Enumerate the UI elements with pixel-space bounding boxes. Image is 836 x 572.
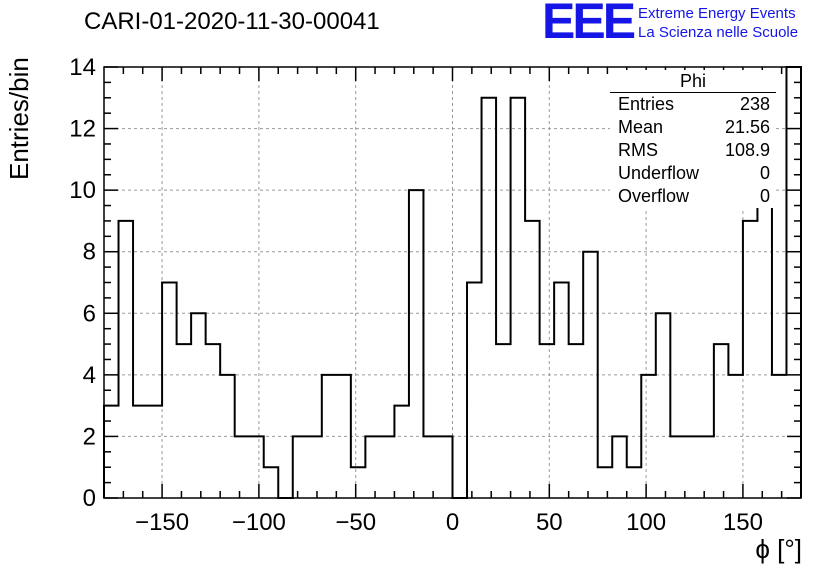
histogram-bin [423,436,438,498]
histogram-bin [191,313,206,498]
stats-value: 108.9 [724,140,770,160]
y-tick-label: 14 [69,54,96,81]
eee-logo: EEE [542,0,636,49]
histogram-bin [365,436,380,498]
histogram-bin [293,436,308,498]
x-tick-label: 50 [536,509,563,536]
histogram-bin [583,252,598,498]
x-tick-label: −150 [135,509,189,536]
stats-label: Entries [618,94,675,114]
x-tick-label: −100 [232,509,286,536]
histogram-bin [757,159,772,498]
histogram-bin [148,406,163,498]
histogram-bin [119,221,134,498]
y-tick-label: 12 [69,116,96,143]
stats-label: Mean [618,117,664,137]
logo-line-1: Extreme Energy Events [638,5,796,22]
logo-line-2: La Scienza nelle Scuole [638,24,799,41]
stats-label: Underflow [618,163,700,183]
histogram-bin [540,344,555,498]
histogram-bin [235,436,250,498]
y-tick-label: 2 [83,423,96,450]
histogram-bin [307,436,322,498]
y-tick-label: 4 [83,362,96,389]
histogram-bin [714,344,729,498]
stats-label: RMS [618,140,658,160]
histogram-bin [685,436,700,498]
histogram-bin [322,375,337,498]
histogram-bin [220,375,235,498]
x-tick-label: −50 [335,509,376,536]
stats-title: Phi [610,70,776,93]
stats-label: Overflow [618,186,690,206]
x-tick-label: 0 [446,509,459,536]
stats-row-rms: RMS 108.9 [610,139,776,162]
histogram-bin [206,344,221,498]
histogram-bin [728,375,743,498]
x-tick-label: 100 [626,509,666,536]
tick-labels: −150 −100 −50 0 50 100 150 0 2 4 6 8 10 12 14 [69,54,763,536]
histogram-bin [409,190,424,498]
histogram-bin [511,98,526,498]
y-tick-label: 6 [83,300,96,327]
stats-box: Phi Entries 238 Mean 21.56 RMS 108.9 Underf… [610,70,776,208]
histogram-bin [598,467,613,498]
histogram-bin [249,436,264,498]
histogram-bin [699,436,714,498]
histogram-bin [133,406,148,498]
stats-value: 238 [739,94,770,114]
stats-row-entries: Entries 238 [610,93,776,116]
histogram-bin [482,98,497,498]
x-axis-label: ϕ [°] [755,534,802,564]
histogram-bin [656,313,671,498]
y-tick-label: 10 [69,177,96,204]
stats-value: 0 [759,186,770,206]
axes [103,66,802,499]
histogram-bin [351,467,366,498]
histogram-bars [103,66,802,499]
histogram-bin [569,344,584,498]
stats-value: 21.56 [724,117,770,137]
histogram-bin [177,344,192,498]
histogram-bin [162,283,177,499]
y-tick-label: 8 [83,239,96,266]
histogram-bin [525,221,540,498]
x-tick-label: 150 [723,509,763,536]
logo-text: Extreme Energy Events La Scienza nelle S… [638,4,798,42]
histogram-bin [627,467,642,498]
histogram-bin [772,375,787,498]
stats-row-overflow: Overflow 0 [610,185,776,208]
stats-value: 0 [759,163,770,183]
histogram-bin [554,283,569,499]
histogram-bin [380,436,395,498]
stats-row-mean: Mean 21.56 [610,116,776,139]
histogram-bin [670,436,685,498]
histogram-bin [743,221,758,498]
histogram-bin [496,344,511,498]
histogram-bin [394,406,409,498]
histogram-bin [641,375,656,498]
y-tick-label: 0 [83,485,96,512]
histogram-bin [612,436,627,498]
histogram-bin [264,467,279,498]
histogram-outline [103,66,802,499]
chart-title: CARI-01-2020-11-30-00041 [84,8,380,35]
histogram-bin [438,436,453,498]
histogram-bin [467,283,482,499]
histogram-bin [336,375,351,498]
stats-row-underflow: Underflow 0 [610,162,776,185]
y-axis-label: Entries/bin [4,57,34,180]
